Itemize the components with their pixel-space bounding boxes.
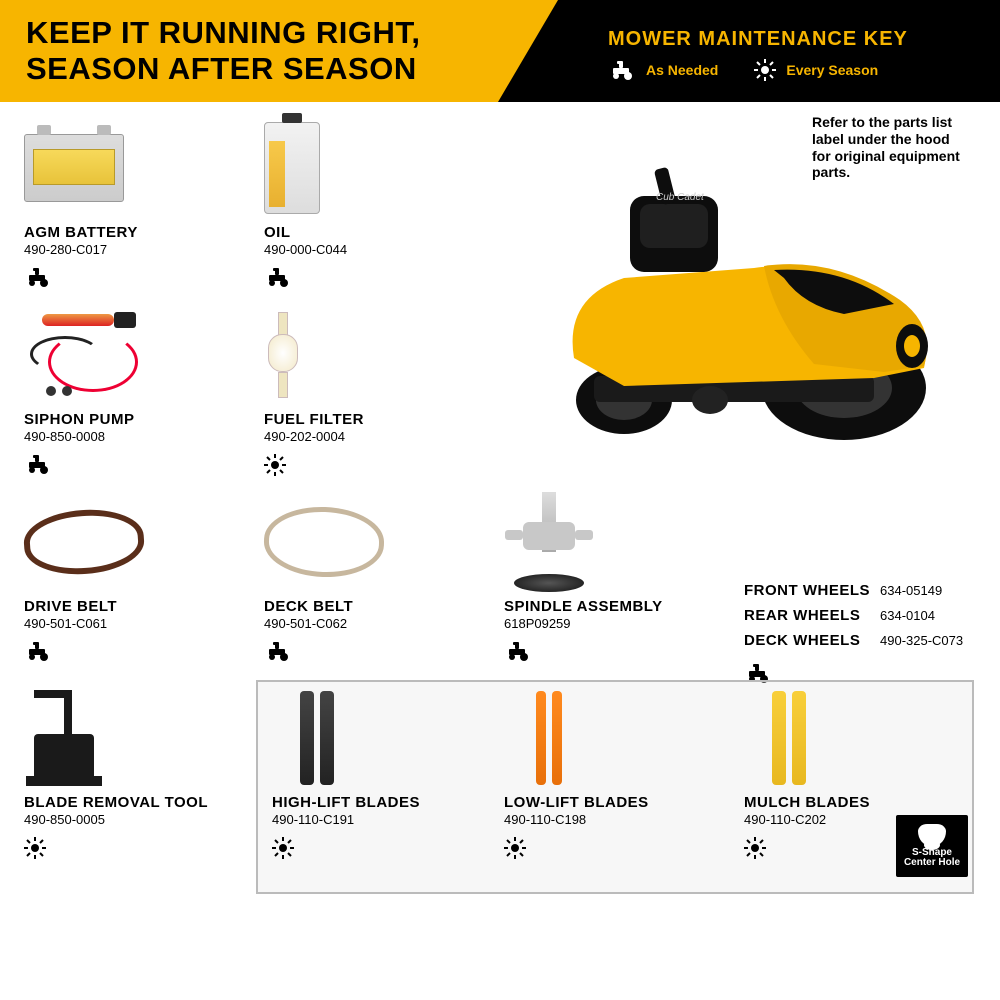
part-name: BLADE REMOVAL TOOL <box>24 794 254 811</box>
header-right: MOWER MAINTENANCE KEY As Needed Every Se… <box>498 0 1000 102</box>
sun-icon <box>24 837 46 859</box>
part-name: LOW-LIFT BLADES <box>504 794 734 811</box>
mower-icon <box>24 267 52 287</box>
part-key-icon <box>264 641 494 661</box>
part-deck-belt: DECK BELT 490-501-C062 <box>264 492 494 670</box>
svg-text:Cub Cadet: Cub Cadet <box>656 192 705 203</box>
sun-icon <box>272 837 294 859</box>
product-image <box>744 688 976 788</box>
title-line-1: KEEP IT RUNNING RIGHT, <box>26 15 421 51</box>
wheel-row-rear: REAR WHEELS 634-0104 <box>744 607 976 624</box>
part-name: AGM BATTERY <box>24 224 254 241</box>
part-key-icon <box>264 454 494 474</box>
part-fuel-filter: FUEL FILTER 490-202-0004 <box>264 305 494 474</box>
part-number: 490-202-0004 <box>264 429 494 444</box>
part-name: DECK BELT <box>264 598 494 615</box>
product-image <box>24 305 254 405</box>
wheel-number: 490-325-C073 <box>880 633 963 648</box>
part-key-icon <box>504 837 734 857</box>
sun-icon <box>264 454 286 476</box>
mower-icon <box>24 641 52 661</box>
part-low-lift-blades: LOW-LIFT BLADES 490-110-C198 <box>504 688 734 857</box>
mower-icon <box>24 454 52 474</box>
product-image <box>24 688 254 788</box>
mower-icon <box>264 267 292 287</box>
part-number: 490-110-C191 <box>272 812 494 827</box>
product-image <box>504 688 734 788</box>
part-agm-battery: AGM BATTERY 490-280-C017 <box>24 118 254 287</box>
part-key-icon <box>272 837 494 857</box>
top-grid: AGM BATTERY 490-280-C017 SIPHON PUMP 490… <box>24 118 976 492</box>
mower-icon <box>264 641 292 661</box>
wheel-label: DECK WHEELS <box>744 632 872 649</box>
mid-grid: DRIVE BELT 490-501-C061 DECK BELT 490-50… <box>24 492 976 688</box>
mower-icon <box>504 641 532 661</box>
s-shape-hole-icon <box>918 824 946 846</box>
s-shape-badge: S-Shape Center Hole <box>896 815 968 877</box>
part-name: SIPHON PUMP <box>24 411 254 428</box>
part-siphon-pump: SIPHON PUMP 490-850-0008 <box>24 305 254 474</box>
wheel-row-deck: DECK WHEELS 490-325-C073 <box>744 632 976 649</box>
wheel-number: 634-05149 <box>880 583 942 598</box>
part-number: 490-501-C061 <box>24 616 254 631</box>
key-every-season-label: Every Season <box>786 62 878 78</box>
title-line-2: SEASON AFTER SEASON <box>26 51 421 87</box>
part-number: 618P09259 <box>504 616 734 631</box>
header: KEEP IT RUNNING RIGHT, SEASON AFTER SEAS… <box>0 0 1000 102</box>
part-high-lift-blades: HIGH-LIFT BLADES 490-110-C191 <box>264 688 494 857</box>
sun-icon <box>754 59 776 81</box>
part-name: FUEL FILTER <box>264 411 494 428</box>
product-image <box>264 492 494 592</box>
maintenance-key-row: As Needed Every Season <box>608 59 878 81</box>
product-image <box>272 688 494 788</box>
part-name: SPINDLE ASSEMBLY <box>504 598 734 615</box>
bot-grid: BLADE REMOVAL TOOL 490-850-0005 HIGH-LIF… <box>24 688 976 875</box>
part-number: 490-280-C017 <box>24 242 254 257</box>
part-key-icon <box>24 641 254 661</box>
wheel-number: 634-0104 <box>880 608 935 623</box>
product-image <box>24 492 254 592</box>
part-blade-removal-tool: BLADE REMOVAL TOOL 490-850-0005 <box>24 688 254 857</box>
s-shape-text: S-Shape Center Hole <box>904 848 960 869</box>
content: AGM BATTERY 490-280-C017 SIPHON PUMP 490… <box>0 102 1000 875</box>
product-image <box>504 492 734 592</box>
product-image <box>264 305 494 405</box>
mower-icon <box>608 60 636 80</box>
wheel-row-front: FRONT WHEELS 634-05149 <box>744 582 976 599</box>
part-name: MULCH BLADES <box>744 794 976 811</box>
part-key-icon <box>24 267 254 287</box>
wheels-list: FRONT WHEELS 634-05149 REAR WHEELS 634-010… <box>744 492 976 688</box>
part-key-icon <box>24 454 254 474</box>
part-number: 490-850-0008 <box>24 429 254 444</box>
key-every-season: Every Season <box>754 59 878 81</box>
product-image <box>264 118 494 218</box>
s-shape-l2: Center Hole <box>904 858 960 869</box>
part-name: DRIVE BELT <box>24 598 254 615</box>
sun-icon <box>504 837 526 859</box>
part-number: 490-850-0005 <box>24 812 254 827</box>
product-image <box>24 118 254 218</box>
maintenance-key-title: MOWER MAINTENANCE KEY <box>608 28 908 51</box>
part-number: 490-501-C062 <box>264 616 494 631</box>
wheel-label: FRONT WHEELS <box>744 582 872 599</box>
sun-icon <box>744 837 766 859</box>
part-name: HIGH-LIFT BLADES <box>272 794 494 811</box>
tractor-area: Refer to the parts list label under the … <box>504 118 976 492</box>
part-name: OIL <box>264 224 494 241</box>
part-key-icon <box>264 267 494 287</box>
part-number: 490-000-C044 <box>264 242 494 257</box>
part-drive-belt: DRIVE BELT 490-501-C061 <box>24 492 254 670</box>
key-as-needed-label: As Needed <box>646 62 718 78</box>
part-spindle-assembly: SPINDLE ASSEMBLY 618P09259 <box>504 492 734 670</box>
part-number: 490-110-C198 <box>504 812 734 827</box>
header-left: KEEP IT RUNNING RIGHT, SEASON AFTER SEAS… <box>0 0 498 102</box>
part-key-icon <box>24 837 254 857</box>
page-title: KEEP IT RUNNING RIGHT, SEASON AFTER SEAS… <box>26 15 421 86</box>
refer-note: Refer to the parts list label under the … <box>812 114 972 181</box>
part-oil: OIL 490-000-C044 <box>264 118 494 287</box>
key-as-needed: As Needed <box>608 60 718 80</box>
part-key-icon <box>504 641 734 661</box>
wheel-label: REAR WHEELS <box>744 607 872 624</box>
